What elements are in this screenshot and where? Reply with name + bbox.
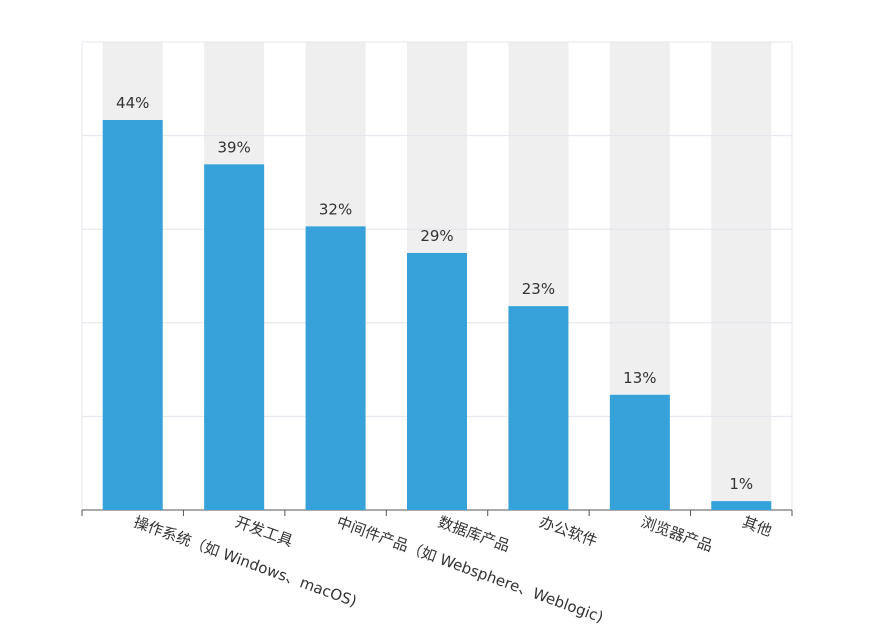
value-label: 29%: [420, 227, 453, 245]
value-label: 39%: [217, 138, 250, 156]
x-tick-label: 其他: [740, 513, 774, 540]
bar: [609, 394, 670, 510]
x-tick-label: 开发工具: [233, 513, 296, 550]
bar: [711, 501, 772, 510]
bar: [204, 164, 265, 510]
value-label: 23%: [522, 280, 555, 298]
value-label: 1%: [729, 475, 753, 493]
x-tick-label: 数据库产品: [436, 513, 513, 556]
bar: [508, 306, 569, 510]
bar: [305, 226, 366, 510]
bar-background: [711, 42, 772, 510]
x-tick-label: 浏览器产品: [638, 513, 715, 556]
bar: [407, 252, 467, 511]
value-label: 13%: [623, 369, 656, 387]
x-tick-label: 办公软件: [537, 513, 600, 550]
bar: [102, 120, 163, 510]
value-label: 32%: [319, 200, 352, 218]
value-label: 44%: [116, 94, 149, 112]
